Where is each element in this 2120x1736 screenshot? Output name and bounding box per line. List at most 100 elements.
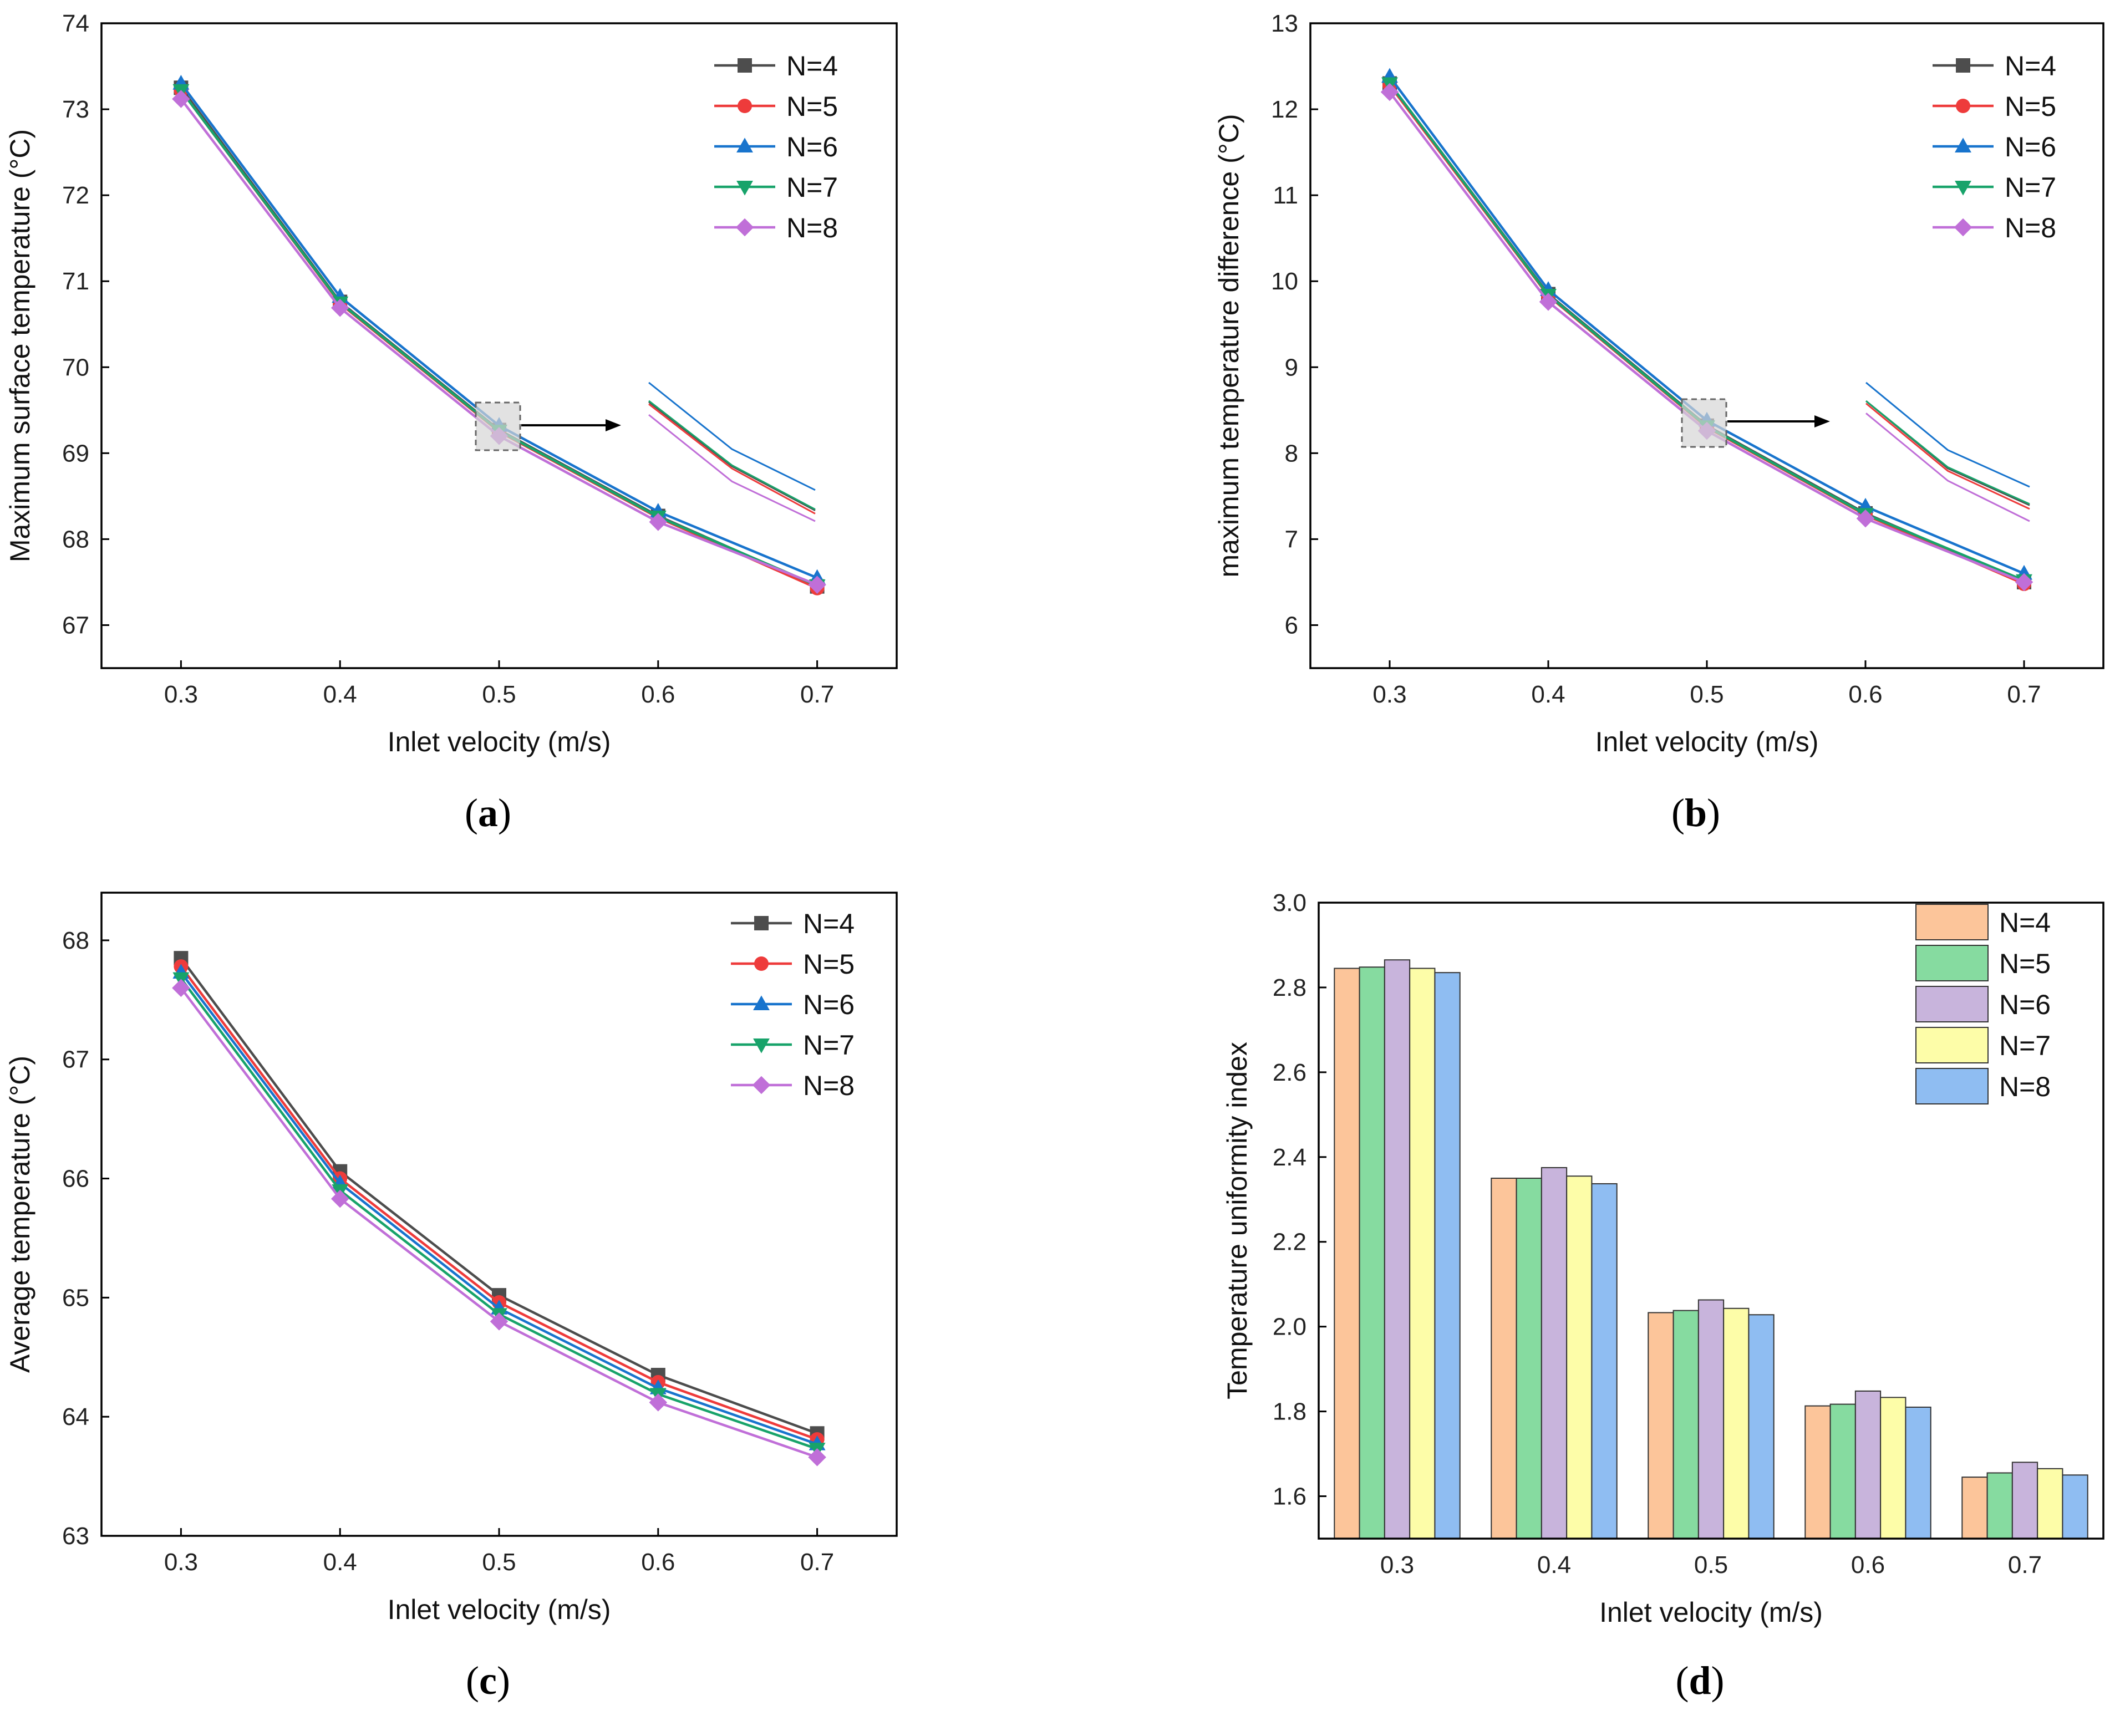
bar: [1384, 959, 1411, 1539]
legend-marker: [754, 916, 769, 930]
legend-label: N=4: [1999, 907, 2051, 938]
panel-label-close: ): [1711, 1658, 1725, 1703]
bar: [2037, 1468, 2063, 1540]
y-tick-label: 9: [1285, 354, 1298, 381]
bar: [1591, 1183, 1618, 1540]
bar: [1961, 1477, 1988, 1539]
inset-line: [648, 401, 816, 511]
data-point: [172, 90, 190, 108]
panel-label-open: (: [466, 1658, 479, 1703]
panel-label-close: ): [498, 791, 511, 835]
y-tick-label: 63: [62, 1523, 89, 1550]
x-tick-label: 0.4: [323, 681, 357, 708]
y-axis-title: Average temperature (°C): [4, 1056, 35, 1373]
legend-label: N=5: [2005, 91, 2056, 122]
panel-label: (b): [1671, 791, 1720, 835]
panel-label-open: (: [1675, 1658, 1689, 1703]
x-tick-label: 0.4: [1531, 681, 1565, 708]
legend-marker: [1956, 99, 1970, 113]
inset-line: [648, 414, 816, 522]
series-line: [1389, 83, 2025, 583]
legend-label: N=8: [2005, 212, 2056, 243]
y-tick-label: 12: [1271, 96, 1298, 123]
data-point: [1380, 83, 1399, 101]
y-tick-label: 7: [1285, 526, 1298, 553]
y-tick-label: 64: [62, 1403, 89, 1430]
bar: [1854, 1390, 1882, 1539]
y-tick-label: 11: [1273, 182, 1298, 209]
panel-label-close: ): [497, 1658, 510, 1703]
x-axis-title: Inlet velocity (m/s): [1595, 726, 1819, 757]
inset-line: [1865, 400, 2030, 505]
bar: [1697, 1299, 1725, 1539]
x-axis-title: Inlet velocity (m/s): [1599, 1597, 1823, 1628]
legend-label: N=7: [803, 1030, 855, 1061]
legend-label: N=8: [786, 212, 838, 243]
inset-line: [1865, 403, 2030, 510]
bar: [1986, 1472, 2013, 1539]
series-line: [180, 978, 818, 1450]
inset-line: [648, 400, 816, 511]
panel-label: (c): [466, 1658, 510, 1703]
y-tick-label: 1.6: [1273, 1483, 1306, 1510]
y-tick-label: 10: [1271, 268, 1298, 295]
bar: [1409, 968, 1436, 1539]
y-tick-label: 72: [62, 182, 89, 209]
plot-frame: [1318, 902, 2104, 1540]
legend-marker: [1955, 138, 1971, 153]
bar: [1672, 1310, 1699, 1540]
data-point: [490, 1312, 509, 1331]
x-tick-label: 0.6: [641, 681, 675, 708]
y-tick-label: 2.6: [1273, 1059, 1306, 1086]
x-tick-label: 0.3: [1372, 681, 1406, 708]
x-tick-label: 0.3: [164, 681, 198, 708]
x-tick-label: 0.7: [2008, 1551, 2042, 1579]
legend-marker: [1956, 58, 1970, 73]
series-line: [180, 987, 818, 1459]
y-tick-label: 3.0: [1273, 889, 1306, 917]
y-tick-label: 13: [1271, 10, 1298, 37]
bar: [1723, 1307, 1750, 1539]
x-tick-label: 0.7: [800, 1549, 834, 1576]
legend-label: N=5: [786, 91, 838, 122]
bar: [2062, 1474, 2088, 1540]
legend-label: N=5: [803, 949, 855, 980]
y-tick-label: 69: [62, 440, 89, 467]
data-point: [808, 576, 826, 594]
legend-swatch: [1915, 945, 1989, 981]
legend-swatch: [1915, 1068, 1989, 1104]
inset-line: [1865, 413, 2030, 522]
zoom-arrow-head: [1814, 415, 1830, 427]
chart-panel-c: 63 64 65 66 67 68 0.3 0.4 0.5 0.6 0.7 N=4 N=5 N=6 N=7 N…: [4, 892, 898, 1703]
panel-label-letter: a: [478, 791, 498, 835]
x-tick-label: 0.3: [1380, 1551, 1414, 1579]
y-axis-title: Maximum surface temperature (°C): [4, 129, 35, 562]
x-tick-label: 0.6: [641, 1549, 675, 1576]
data-point: [1856, 509, 1875, 528]
legend-marker: [1954, 218, 1972, 237]
panel-label: (d): [1675, 1658, 1724, 1703]
bar: [1880, 1397, 1907, 1539]
data-point: [649, 513, 668, 531]
x-axis-title: Inlet velocity (m/s): [388, 726, 611, 757]
legend-marker: [753, 1038, 770, 1053]
inset-line: [1865, 400, 2030, 506]
x-tick-label: 0.6: [1848, 681, 1882, 708]
y-tick-label: 70: [62, 354, 89, 381]
legend-label: N=7: [2005, 172, 2056, 203]
bar: [1566, 1175, 1593, 1539]
data-point: [2015, 573, 2033, 592]
y-tick-label: 73: [62, 96, 89, 123]
legend-label: N=5: [1999, 948, 2051, 979]
x-tick-label: 0.4: [1537, 1551, 1571, 1579]
series-line: [1389, 84, 2025, 586]
inset-line: [648, 403, 816, 515]
y-tick-label: 74: [62, 10, 89, 37]
bar: [1905, 1406, 1931, 1540]
series-line: [180, 86, 818, 588]
x-axis-title: Inlet velocity (m/s): [388, 1594, 611, 1625]
bar: [1516, 1178, 1542, 1540]
plot-frame: [1309, 22, 2104, 669]
panel-label-close: ): [1707, 791, 1720, 835]
data-point: [172, 979, 190, 997]
